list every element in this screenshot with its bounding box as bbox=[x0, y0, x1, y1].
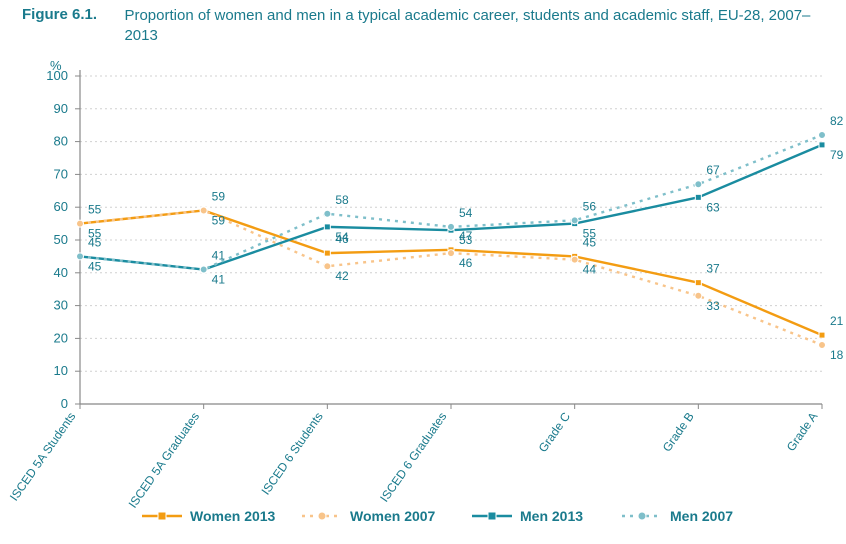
legend-label-women_2013: Women 2013 bbox=[190, 508, 276, 524]
y-tick-label: 60 bbox=[54, 199, 68, 214]
x-category-label: ISCED 6 Graduates bbox=[377, 410, 449, 505]
marker-women_2007 bbox=[571, 256, 578, 263]
value-label-men_2007: 41 bbox=[212, 249, 226, 263]
marker-women_2007 bbox=[695, 292, 702, 299]
y-tick-label: 50 bbox=[54, 232, 68, 247]
value-label-women_2013: 55 bbox=[88, 203, 102, 217]
legend-marker-women_2007 bbox=[318, 512, 326, 520]
x-category-label: ISCED 6 Students bbox=[258, 410, 325, 498]
legend-label-men_2013: Men 2013 bbox=[520, 508, 583, 524]
marker-men_2007 bbox=[448, 223, 455, 230]
marker-women_2013 bbox=[695, 280, 701, 286]
x-category-label: Grade B bbox=[660, 410, 697, 455]
figure-container: Figure 6.1. Proportion of women and men … bbox=[0, 0, 846, 544]
value-label-men_2013: 45 bbox=[88, 259, 102, 273]
marker-men_2007 bbox=[695, 181, 702, 188]
value-label-women_2007: 59 bbox=[212, 213, 226, 227]
marker-men_2007 bbox=[571, 217, 578, 224]
value-label-men_2007: 54 bbox=[459, 206, 473, 220]
y-axis-label: % bbox=[50, 58, 62, 73]
legend-marker-men_2013 bbox=[488, 512, 496, 520]
marker-men_2013 bbox=[324, 224, 330, 230]
legend-marker-men_2007 bbox=[638, 512, 646, 520]
value-label-men_2007: 56 bbox=[583, 199, 597, 213]
marker-women_2007 bbox=[324, 263, 331, 270]
y-tick-label: 70 bbox=[54, 166, 68, 181]
value-label-women_2013: 21 bbox=[830, 314, 844, 328]
x-category-label: ISCED 5A Students bbox=[7, 410, 79, 504]
value-label-women_2007: 44 bbox=[583, 263, 597, 277]
x-category-label: Grade A bbox=[784, 410, 821, 454]
value-label-men_2013: 63 bbox=[706, 200, 720, 214]
value-label-men_2007: 82 bbox=[830, 114, 844, 128]
value-label-men_2013: 55 bbox=[583, 227, 597, 241]
value-label-men_2007: 45 bbox=[88, 235, 102, 249]
legend-label-men_2007: Men 2007 bbox=[670, 508, 733, 524]
y-tick-label: 90 bbox=[54, 101, 68, 116]
value-label-women_2007: 18 bbox=[830, 348, 844, 362]
figure-title: Proportion of women and men in a typical… bbox=[124, 6, 814, 47]
value-label-men_2013: 54 bbox=[335, 230, 349, 244]
marker-men_2013 bbox=[695, 194, 701, 200]
marker-women_2007 bbox=[200, 207, 207, 214]
y-tick-label: 20 bbox=[54, 330, 68, 345]
value-label-women_2007: 42 bbox=[335, 269, 349, 283]
value-label-men_2013: 53 bbox=[459, 233, 473, 247]
marker-women_2013 bbox=[819, 332, 825, 338]
marker-men_2007 bbox=[324, 210, 331, 217]
legend-label-women_2007: Women 2007 bbox=[350, 508, 436, 524]
y-tick-label: 40 bbox=[54, 265, 68, 280]
marker-men_2007 bbox=[77, 253, 84, 260]
marker-women_2007 bbox=[77, 220, 84, 227]
x-category-label: Grade C bbox=[536, 409, 574, 454]
value-label-women_2013: 59 bbox=[212, 189, 226, 203]
marker-women_2007 bbox=[819, 341, 826, 348]
y-tick-label: 30 bbox=[54, 298, 68, 313]
chart-svg: 0102030405060708090100%ISCED 5A Students… bbox=[0, 54, 846, 544]
value-label-women_2007: 33 bbox=[706, 299, 720, 313]
x-category-label: ISCED 5A Graduates bbox=[126, 410, 203, 511]
legend-marker-women_2013 bbox=[158, 512, 166, 520]
y-tick-label: 0 bbox=[61, 396, 68, 411]
y-tick-label: 80 bbox=[54, 134, 68, 149]
value-label-men_2007: 58 bbox=[335, 193, 349, 207]
marker-men_2007 bbox=[819, 132, 826, 139]
chart-plot: 0102030405060708090100%ISCED 5A Students… bbox=[0, 54, 846, 544]
y-tick-label: 10 bbox=[54, 363, 68, 378]
value-label-women_2013: 37 bbox=[706, 262, 720, 276]
value-label-men_2013: 41 bbox=[212, 273, 226, 287]
figure-title-row: Figure 6.1. Proportion of women and men … bbox=[22, 6, 822, 47]
marker-men_2007 bbox=[200, 266, 207, 273]
marker-women_2007 bbox=[448, 250, 455, 257]
value-label-men_2007: 67 bbox=[706, 163, 720, 177]
value-label-women_2007: 46 bbox=[459, 256, 473, 270]
marker-men_2013 bbox=[819, 142, 825, 148]
value-label-men_2013: 79 bbox=[830, 148, 844, 162]
figure-label: Figure 6.1. bbox=[22, 6, 120, 23]
marker-women_2013 bbox=[324, 250, 330, 256]
